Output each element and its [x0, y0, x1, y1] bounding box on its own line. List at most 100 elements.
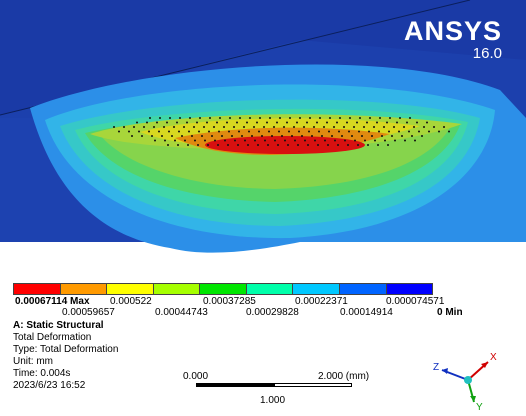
mesh-node — [188, 130, 190, 133]
mesh-node — [344, 139, 346, 142]
mesh-node — [181, 135, 183, 137]
mesh-node — [356, 121, 358, 124]
mesh-node — [277, 144, 279, 146]
legend-label-1: 0.00059657 — [62, 307, 115, 318]
mesh-node — [343, 126, 345, 128]
legend-label-2: 0.000522 — [110, 296, 152, 307]
mesh-node — [358, 130, 360, 133]
mesh-node — [321, 135, 323, 137]
mesh-node — [308, 130, 310, 133]
mesh-node — [443, 126, 445, 128]
mesh-node — [234, 139, 236, 142]
mesh-node — [113, 126, 115, 128]
mesh-node — [136, 121, 138, 124]
mesh-node — [388, 130, 390, 133]
mesh-node — [148, 130, 150, 133]
mesh-node — [318, 130, 320, 133]
mesh-node — [247, 144, 249, 146]
mesh-node — [289, 117, 291, 119]
axis-triad[interactable]: X Z Y — [428, 348, 498, 412]
mesh-node — [391, 135, 393, 137]
mesh-node — [273, 126, 275, 128]
legend-swatch — [153, 284, 201, 294]
mesh-node — [249, 117, 251, 119]
mesh-node — [216, 121, 218, 124]
color-legend[interactable] — [13, 283, 433, 295]
mesh-node — [316, 121, 318, 124]
mesh-node — [183, 126, 185, 128]
legend-label-5: 0.00029828 — [246, 307, 299, 318]
mesh-node — [248, 130, 250, 133]
mesh-node — [311, 135, 313, 137]
mesh-node — [166, 121, 168, 124]
legend-label-4: 0.00037285 — [203, 296, 256, 307]
scale-ruler-frame — [196, 383, 352, 387]
mesh-node — [193, 126, 195, 128]
mesh-node — [207, 144, 209, 146]
mesh-node — [186, 121, 188, 124]
mesh-node — [258, 130, 260, 133]
mesh-node — [184, 139, 186, 142]
mesh-node — [387, 144, 389, 146]
mesh-node — [328, 130, 330, 133]
mesh-node — [408, 130, 410, 133]
mesh-node — [168, 130, 170, 133]
x-axis-label: X — [490, 352, 497, 363]
mesh-node — [196, 121, 198, 124]
analysis-title: A: Static Structural — [13, 320, 104, 331]
mesh-node — [128, 130, 130, 133]
mesh-node — [394, 139, 396, 142]
mesh-node — [228, 130, 230, 133]
mesh-node — [398, 130, 400, 133]
mesh-node — [349, 117, 351, 119]
legend-label-3: 0.00044743 — [155, 307, 208, 318]
mesh-node — [259, 117, 261, 119]
mesh-node — [378, 130, 380, 133]
mesh-node — [236, 121, 238, 124]
mesh-node — [217, 144, 219, 146]
legend-min-label: 0 Min — [437, 307, 463, 318]
mesh-node — [353, 126, 355, 128]
mesh-node — [297, 144, 299, 146]
mesh-node — [173, 126, 175, 128]
mesh-node — [336, 121, 338, 124]
mesh-node — [206, 121, 208, 124]
legend-swatch — [386, 284, 433, 294]
mesh-node — [413, 126, 415, 128]
mesh-node — [341, 135, 343, 137]
mesh-node — [433, 126, 435, 128]
mesh-node — [329, 117, 331, 119]
mesh-node — [399, 117, 401, 119]
mesh-node — [177, 144, 179, 146]
mesh-node — [161, 135, 163, 137]
mesh-node — [164, 139, 166, 142]
mesh-node — [231, 135, 233, 137]
mesh-node — [219, 117, 221, 119]
mesh-node — [354, 139, 356, 142]
mesh-node — [379, 117, 381, 119]
mesh-node — [366, 121, 368, 124]
mesh-node — [324, 139, 326, 142]
mesh-node — [381, 135, 383, 137]
mesh-node — [337, 144, 339, 146]
mesh-node — [279, 117, 281, 119]
mesh-node — [143, 126, 145, 128]
mesh-node — [223, 126, 225, 128]
legend-label-8: 0.000074571 — [386, 296, 445, 307]
logo-version: 16.0 — [472, 45, 502, 62]
legend-swatch — [293, 284, 340, 294]
mesh-node — [203, 126, 205, 128]
mesh-node — [257, 144, 259, 146]
mesh-node — [313, 126, 315, 128]
mesh-node — [309, 117, 311, 119]
mesh-node — [251, 135, 253, 137]
mesh-node — [178, 130, 180, 133]
mesh-node — [307, 144, 309, 146]
result-unit: Unit: mm — [13, 356, 53, 367]
mesh-node — [169, 117, 171, 119]
scale-ruler-black — [196, 383, 274, 387]
mesh-node — [266, 121, 268, 124]
mesh-node — [244, 139, 246, 142]
